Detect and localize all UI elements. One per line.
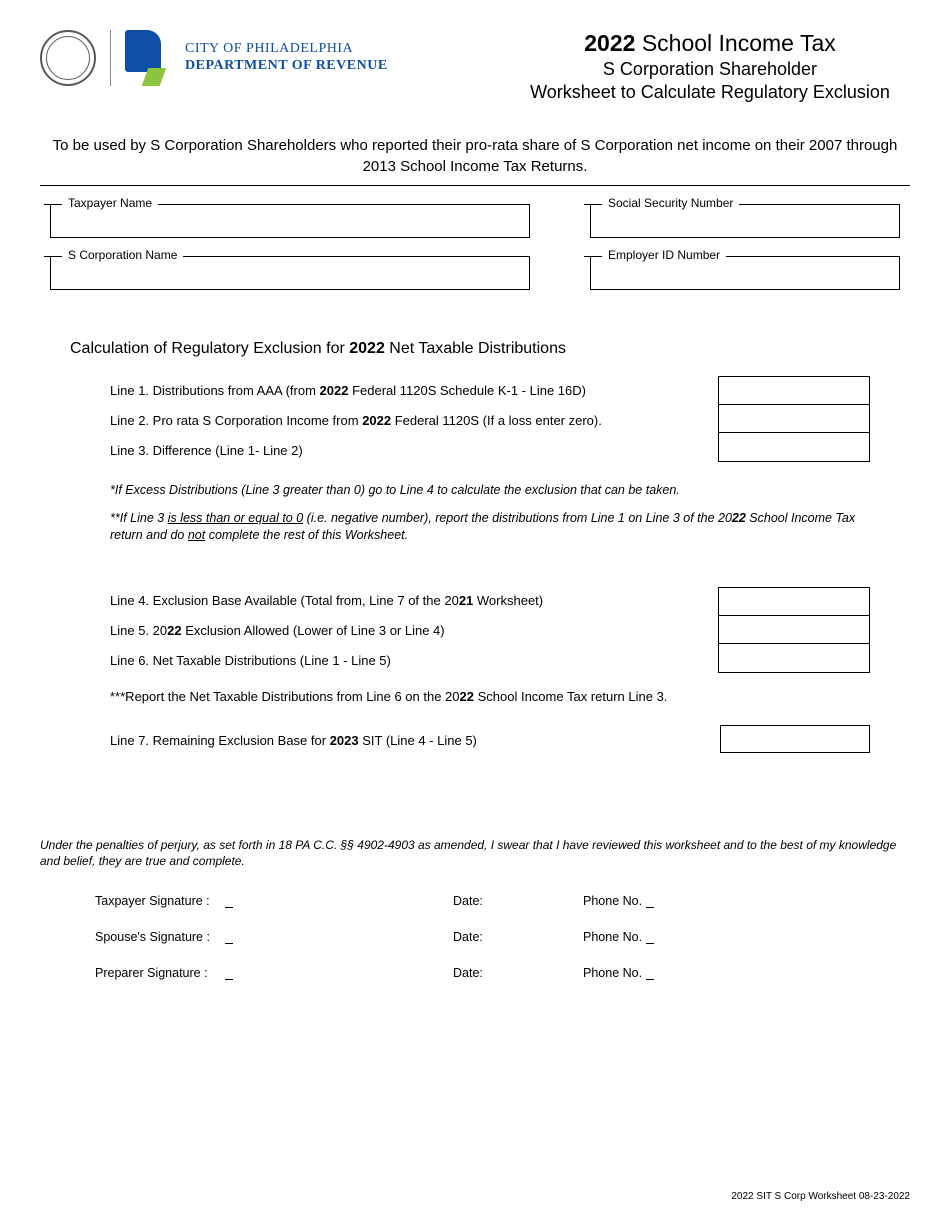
taxpayer-signature-row: Taxpayer Signature : Date: Phone No. xyxy=(95,894,910,908)
logo-divider xyxy=(110,30,111,86)
identity-fields: Taxpayer Name Social Security Number S C… xyxy=(40,204,910,320)
footer-text: 2022 SIT S Corp Worksheet 08-23-2022 xyxy=(731,1191,910,1202)
line3-input[interactable] xyxy=(719,433,869,461)
taxpayer-name-label: Taxpayer Name xyxy=(62,196,158,210)
lines-1-3-inputs xyxy=(718,376,870,462)
line5-input[interactable] xyxy=(719,616,869,644)
title-sub2: Worksheet to Calculate Regulatory Exclus… xyxy=(510,82,910,103)
preparer-sig-line[interactable] xyxy=(225,966,233,980)
preparer-phone-label: Phone No. xyxy=(583,966,654,980)
taxpayer-name-field: Taxpayer Name xyxy=(50,204,530,238)
ssn-field: Social Security Number xyxy=(590,204,900,238)
note-negative: **If Line 3 is less than or equal to 0 (… xyxy=(110,510,870,545)
line-7-group: Line 7. Remaining Exclusion Base for 202… xyxy=(110,727,870,757)
logo-block: CITY OF PHILADELPHIA DEPARTMENT OF REVEN… xyxy=(40,30,388,86)
line6-input[interactable] xyxy=(719,644,869,672)
note-excess: *If Excess Distributions (Line 3 greater… xyxy=(110,482,870,500)
header-row: CITY OF PHILADELPHIA DEPARTMENT OF REVEN… xyxy=(40,30,910,103)
line7-input[interactable] xyxy=(720,725,870,753)
org-name-line1: CITY OF PHILADELPHIA xyxy=(185,41,388,58)
preparer-sig-label: Preparer Signature : xyxy=(95,966,225,980)
section-title: Calculation of Regulatory Exclusion for … xyxy=(70,340,910,358)
revenue-logo-icon xyxy=(125,30,169,86)
spouse-sig-line[interactable] xyxy=(225,930,233,944)
note-report: ***Report the Net Taxable Distributions … xyxy=(110,683,870,713)
instruction-text: To be used by S Corporation Shareholders… xyxy=(40,131,910,186)
taxpayer-sig-label: Taxpayer Signature : xyxy=(95,894,225,908)
spouse-date-label: Date: xyxy=(453,930,543,944)
preparer-date-label: Date: xyxy=(453,966,543,980)
taxpayer-phone-label: Phone No. xyxy=(583,894,654,908)
line4-input[interactable] xyxy=(719,588,869,616)
line1-input[interactable] xyxy=(719,377,869,405)
perjury-statement: Under the penalties of perjury, as set f… xyxy=(40,837,910,871)
org-name-line2: DEPARTMENT OF REVENUE xyxy=(185,58,388,75)
title-block: 2022 School Income Tax S Corporation Sha… xyxy=(510,30,910,103)
ssn-label: Social Security Number xyxy=(602,196,739,210)
scorp-name-field: S Corporation Name xyxy=(50,256,530,290)
lines-4-6-group: Line 4. Exclusion Base Available (Total … xyxy=(110,587,870,683)
title-main: 2022 School Income Tax xyxy=(510,30,910,57)
line2-input[interactable] xyxy=(719,405,869,433)
city-seal-icon xyxy=(40,30,96,86)
lines-1-3-group: Line 1. Distributions from AAA (from 202… xyxy=(110,376,870,472)
title-sub1: S Corporation Shareholder xyxy=(510,59,910,80)
taxpayer-sig-line[interactable] xyxy=(225,894,233,908)
signature-block: Taxpayer Signature : Date: Phone No. Spo… xyxy=(95,894,910,980)
lines-4-6-inputs xyxy=(718,587,870,673)
taxpayer-date-label: Date: xyxy=(453,894,543,908)
spouse-signature-row: Spouse's Signature : Date: Phone No. xyxy=(95,930,910,944)
spouse-sig-label: Spouse's Signature : xyxy=(95,930,225,944)
spouse-phone-label: Phone No. xyxy=(583,930,654,944)
logo-text: CITY OF PHILADELPHIA DEPARTMENT OF REVEN… xyxy=(185,41,388,75)
ein-field: Employer ID Number xyxy=(590,256,900,290)
preparer-signature-row: Preparer Signature : Date: Phone No. xyxy=(95,966,910,980)
calculation-lines: Line 1. Distributions from AAA (from 202… xyxy=(110,376,870,757)
ein-label: Employer ID Number xyxy=(602,248,726,262)
scorp-name-label: S Corporation Name xyxy=(62,248,183,262)
